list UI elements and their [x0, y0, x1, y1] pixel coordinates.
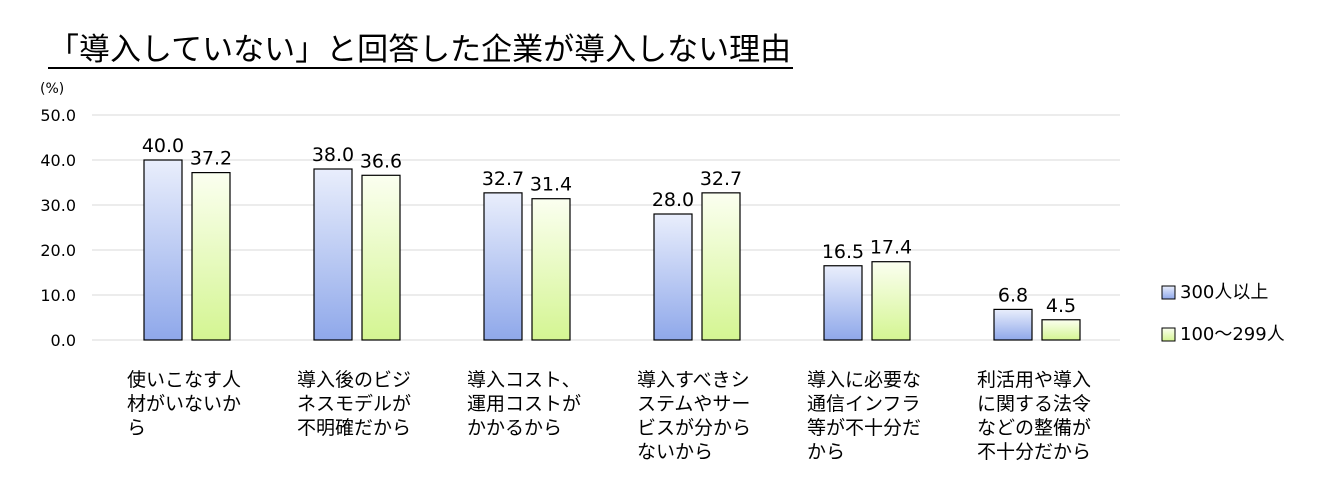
- data-label: 32.7: [482, 168, 524, 190]
- y-tick-label: 30.0: [40, 196, 76, 215]
- y-axis-ticks: 50.0 40.0 30.0 20.0 10.0 0.0: [40, 106, 76, 350]
- data-label: 38.0: [312, 144, 354, 166]
- bar-series-100-299: [871, 261, 911, 341]
- category-labels: 使いこなす人材がいないから導入後のビジネスモデルが不明確だから導入コスト、運用コ…: [127, 369, 1091, 463]
- legend-swatch: [1161, 285, 1176, 300]
- category-label: 使いこなす人材がいないから: [127, 369, 241, 439]
- bar-series-300plus: [483, 192, 523, 341]
- y-tick-label: 50.0: [40, 106, 76, 125]
- data-label: 6.8: [998, 284, 1028, 306]
- data-label: 17.4: [870, 237, 912, 259]
- bar-series-300plus: [313, 168, 353, 341]
- data-label: 40.0: [142, 135, 184, 157]
- data-label: 28.0: [652, 189, 694, 211]
- category-label: 利活用や導入に関する法令などの整備が不十分だから: [977, 369, 1091, 463]
- bar-series-300plus: [143, 159, 183, 341]
- data-label: 37.2: [190, 148, 232, 170]
- category-label: 導入すべきシステムやサービスが分からないから: [637, 369, 751, 463]
- category-label: 導入に必要な通信インフラ等が不十分だから: [807, 369, 921, 463]
- data-label: 32.7: [700, 168, 742, 190]
- legend-swatch: [1161, 327, 1176, 342]
- y-tick-label: 40.0: [40, 151, 76, 170]
- data-label: 31.4: [530, 174, 572, 196]
- bar-series-100-299: [1041, 319, 1081, 341]
- bar-series-100-299: [191, 172, 231, 341]
- data-label: 16.5: [822, 241, 864, 263]
- bar-series-300plus: [653, 213, 693, 341]
- y-tick-label: 20.0: [40, 241, 76, 260]
- category-label: 導入コスト、運用コストがかかるから: [467, 369, 581, 439]
- y-tick-label: 10.0: [40, 286, 76, 305]
- bars: [143, 159, 1081, 341]
- data-label: 36.6: [360, 150, 402, 172]
- legend-label: 100～299人: [1180, 324, 1285, 345]
- bar-series-100-299: [701, 192, 741, 341]
- bar-series-100-299: [361, 174, 401, 341]
- gridlines: [92, 114, 1120, 341]
- data-label: 4.5: [1046, 295, 1076, 317]
- y-tick-label: 0.0: [51, 331, 76, 350]
- chart-title: 「導入していない」と回答した企業が導入しない理由: [48, 32, 791, 68]
- category-label: 導入後のビジネスモデルが不明確だから: [297, 369, 411, 439]
- legend-label: 300人以上: [1180, 282, 1268, 303]
- data-labels: 40.0 37.2 38.0 36.6 32.7 31.4 28.0 32.7 16.5 17.4…: [142, 135, 1076, 317]
- bar-series-100-299: [531, 198, 571, 341]
- legend: 300人以上 100～299人: [1161, 282, 1285, 345]
- bar-series-300plus: [823, 265, 863, 341]
- bar-series-300plus: [993, 308, 1033, 341]
- y-axis-unit: (%): [40, 81, 64, 97]
